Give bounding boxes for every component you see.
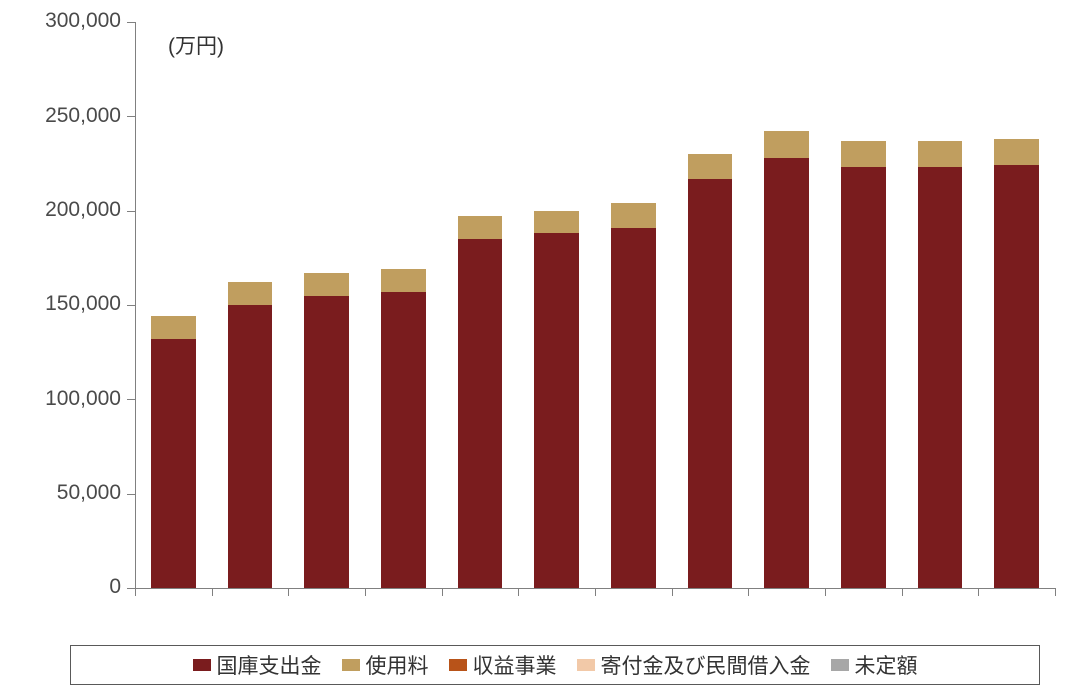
x-tick xyxy=(442,588,443,596)
bar-segment-国庫支出金 xyxy=(381,292,425,588)
bar-group xyxy=(994,22,1038,588)
legend-swatch xyxy=(342,659,360,671)
x-tick xyxy=(748,588,749,596)
x-tick xyxy=(1055,588,1056,596)
bar-segment-国庫支出金 xyxy=(458,239,502,588)
bar-group xyxy=(688,22,732,588)
y-tick-label: 0 xyxy=(109,575,121,599)
legend-item: 寄付金及び民間借入金 xyxy=(577,650,811,680)
bar-group xyxy=(381,22,425,588)
bar-group xyxy=(534,22,578,588)
bar-segment-使用料 xyxy=(151,316,195,339)
bar-group xyxy=(841,22,885,588)
x-tick xyxy=(212,588,213,596)
bar-segment-使用料 xyxy=(688,154,732,179)
x-tick xyxy=(135,588,136,596)
bar-group xyxy=(304,22,348,588)
bar-segment-使用料 xyxy=(458,216,502,239)
legend-label: 未定額 xyxy=(855,650,918,680)
bar-segment-国庫支出金 xyxy=(611,228,655,588)
bar-segment-使用料 xyxy=(534,211,578,234)
bar-segment-使用料 xyxy=(228,282,272,305)
x-tick xyxy=(672,588,673,596)
bar-segment-使用料 xyxy=(304,273,348,296)
bar-segment-国庫支出金 xyxy=(304,296,348,588)
y-tick-label: 100,000 xyxy=(45,387,121,411)
x-tick xyxy=(978,588,979,596)
y-tick xyxy=(127,494,135,495)
bar-group xyxy=(918,22,962,588)
y-tick-label: 200,000 xyxy=(45,198,121,222)
y-tick xyxy=(127,588,135,589)
bar-group xyxy=(228,22,272,588)
legend: 国庫支出金 使用料 収益事業 寄付金及び民間借入金 未定額 xyxy=(70,645,1040,685)
y-tick-label: 150,000 xyxy=(45,292,121,316)
y-tick xyxy=(127,399,135,400)
bar-group xyxy=(611,22,655,588)
x-tick xyxy=(825,588,826,596)
bar-segment-国庫支出金 xyxy=(764,158,808,588)
legend-swatch xyxy=(193,659,211,671)
legend-swatch xyxy=(831,659,849,671)
y-tick-label: 50,000 xyxy=(57,481,121,505)
legend-swatch xyxy=(449,659,467,671)
bar-segment-国庫支出金 xyxy=(688,179,732,588)
bar-segment-国庫支出金 xyxy=(151,339,195,588)
legend-item: 国庫支出金 xyxy=(193,650,322,680)
bar-segment-使用料 xyxy=(381,269,425,292)
bar-segment-使用料 xyxy=(994,139,1038,165)
bar-segment-使用料 xyxy=(841,141,885,167)
bar-group xyxy=(458,22,502,588)
bar-segment-国庫支出金 xyxy=(918,167,962,588)
bar-segment-国庫支出金 xyxy=(534,233,578,588)
y-tick xyxy=(127,305,135,306)
y-tick xyxy=(127,22,135,23)
x-tick xyxy=(902,588,903,596)
legend-label: 収益事業 xyxy=(473,650,557,680)
x-tick xyxy=(288,588,289,596)
y-tick-label: 300,000 xyxy=(45,9,121,33)
legend-item: 使用料 xyxy=(342,650,429,680)
stacked-bar-chart: (万円) 050,000100,000150,000200,000250,000… xyxy=(0,0,1080,697)
bar-segment-使用料 xyxy=(764,131,808,157)
bar-segment-使用料 xyxy=(918,141,962,167)
y-axis-line xyxy=(135,22,136,588)
y-tick xyxy=(127,211,135,212)
x-tick xyxy=(595,588,596,596)
legend-swatch xyxy=(577,659,595,671)
legend-item: 未定額 xyxy=(831,650,918,680)
bars-layer xyxy=(135,22,1055,588)
bar-segment-国庫支出金 xyxy=(994,165,1038,588)
bar-group xyxy=(764,22,808,588)
legend-label: 使用料 xyxy=(366,650,429,680)
legend-label: 寄付金及び民間借入金 xyxy=(601,650,811,680)
bar-segment-国庫支出金 xyxy=(841,167,885,588)
legend-item: 収益事業 xyxy=(449,650,557,680)
bar-segment-国庫支出金 xyxy=(228,305,272,588)
bar-group xyxy=(151,22,195,588)
x-tick xyxy=(365,588,366,596)
legend-label: 国庫支出金 xyxy=(217,650,322,680)
x-axis-line xyxy=(135,588,1055,589)
y-tick-label: 250,000 xyxy=(45,104,121,128)
x-tick xyxy=(518,588,519,596)
y-tick xyxy=(127,116,135,117)
bar-segment-使用料 xyxy=(611,203,655,228)
